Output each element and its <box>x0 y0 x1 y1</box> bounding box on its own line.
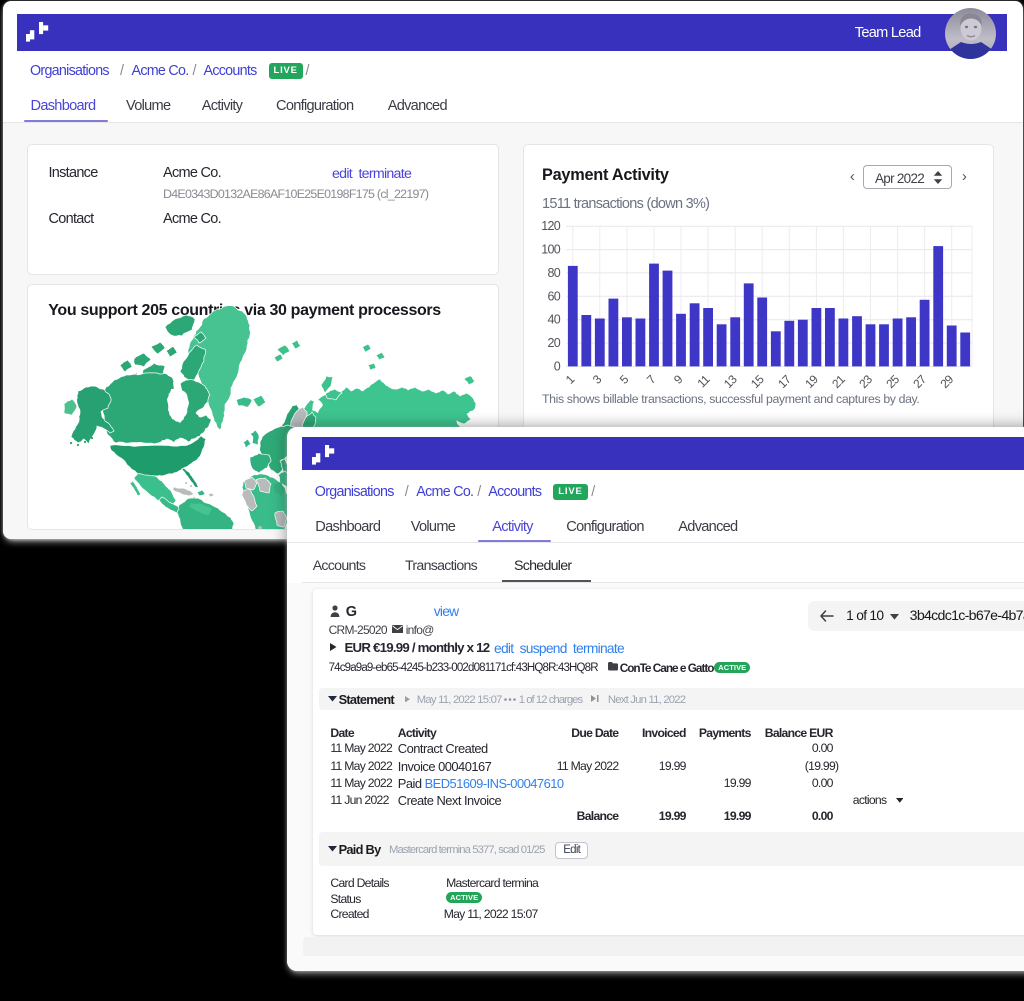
svg-text:1: 1 <box>563 372 578 387</box>
svg-text:0: 0 <box>554 359 561 373</box>
svg-text:25: 25 <box>883 372 902 391</box>
svg-text:17: 17 <box>775 372 794 391</box>
svg-text:3: 3 <box>590 372 605 387</box>
svg-text:100: 100 <box>541 243 560 257</box>
svg-text:60: 60 <box>548 289 561 303</box>
svg-text:7: 7 <box>644 372 659 387</box>
svg-text:120: 120 <box>541 219 560 233</box>
svg-text:13: 13 <box>721 372 740 391</box>
svg-text:19: 19 <box>802 372 821 391</box>
svg-text:40: 40 <box>548 313 561 327</box>
svg-text:27: 27 <box>910 372 929 391</box>
svg-text:21: 21 <box>829 372 848 391</box>
svg-text:9: 9 <box>671 372 686 387</box>
svg-text:80: 80 <box>548 266 561 280</box>
svg-text:5: 5 <box>617 372 632 387</box>
svg-text:15: 15 <box>748 372 767 391</box>
svg-text:11: 11 <box>695 372 713 390</box>
svg-text:29: 29 <box>937 372 956 391</box>
svg-text:20: 20 <box>548 336 561 350</box>
svg-text:23: 23 <box>856 372 875 391</box>
